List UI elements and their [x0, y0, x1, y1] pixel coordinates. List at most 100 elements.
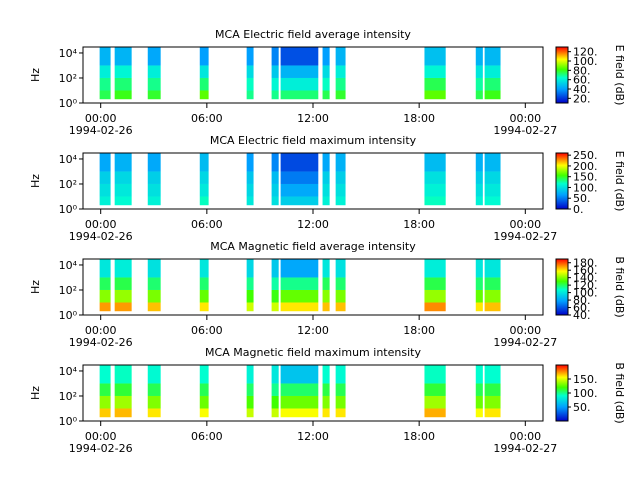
spectrogram-cell — [271, 395, 279, 409]
spectrogram-cell — [335, 259, 346, 278]
spectrogram-cell — [484, 171, 501, 184]
spectrogram-cell — [199, 171, 209, 184]
spectrogram-cell — [424, 153, 446, 172]
spectrogram-cell — [424, 183, 446, 197]
colorbar-tick-label: 250. — [573, 149, 598, 162]
x-tick-label: 00:00 — [509, 324, 541, 337]
spectrogram-cell — [322, 277, 330, 290]
colorbar-tick-label: 180. — [573, 257, 598, 270]
y-axis-label: Hz — [29, 68, 42, 82]
spectrogram-cell — [424, 77, 446, 91]
colorbar-tick-label: 60. — [573, 74, 591, 87]
spectrogram-cell — [246, 302, 254, 312]
x-tick-label: 18:00 — [403, 112, 435, 125]
spectrogram-cell — [280, 196, 319, 206]
spectrogram-cell — [114, 395, 132, 409]
colorbar-label: E field (dB) — [613, 151, 626, 212]
x-tick-label: 12:00 — [297, 218, 329, 231]
spectrogram-cell — [147, 289, 161, 303]
spectrogram-cell — [199, 153, 209, 172]
spectrogram-cell — [199, 277, 209, 290]
spectrogram-cell — [475, 408, 483, 418]
colorbar-tick-label: 150. — [573, 373, 598, 386]
spectrogram-cell — [246, 183, 254, 197]
colorbar-tick-label: 100. — [573, 387, 598, 400]
spectrogram-cell — [246, 65, 254, 78]
spectrogram-cell — [199, 408, 209, 418]
end-date: 1994-02-27 — [493, 442, 557, 455]
spectrogram-cell — [114, 183, 132, 197]
spectrogram-cell — [99, 383, 111, 396]
spectrogram-cell — [114, 259, 132, 278]
x-tick-label: 00:00 — [85, 430, 117, 443]
spectrogram-cell — [475, 183, 483, 197]
spectrogram-cell — [114, 65, 132, 78]
spectrogram-cell — [246, 77, 254, 91]
colorbar-tick-label: 40. — [573, 309, 591, 322]
spectrogram-cell — [335, 90, 346, 100]
spectrogram-cell — [475, 383, 483, 396]
colorbar-label: B field (dB) — [613, 256, 626, 317]
spectrogram-cell — [271, 277, 279, 290]
spectrogram-cell — [322, 90, 330, 100]
spectrogram-cell — [280, 259, 319, 278]
spectrogram-cell — [147, 153, 161, 172]
x-tick-label: 12:00 — [297, 112, 329, 125]
spectrogram-cell — [322, 289, 330, 303]
spectrogram-cell — [335, 171, 346, 184]
spectrogram-cell — [335, 153, 346, 172]
spectrogram-cell — [114, 77, 132, 91]
spectrogram-cell — [271, 302, 279, 312]
spectrogram-cell — [475, 65, 483, 78]
spectrogram-cell — [424, 365, 446, 384]
x-tick-label: 00:00 — [85, 112, 117, 125]
end-date: 1994-02-27 — [493, 230, 557, 243]
spectrogram-cell — [335, 277, 346, 290]
spectrogram-cell — [199, 47, 209, 66]
spectrogram-cell — [280, 90, 319, 100]
spectrogram-cell — [99, 153, 111, 172]
colorbar-tick-label: 40. — [573, 83, 591, 96]
spectrogram-cell — [246, 408, 254, 418]
x-tick-label: 00:00 — [85, 218, 117, 231]
spectrogram-cell — [280, 77, 319, 91]
colorbar — [555, 152, 569, 210]
spectrogram-cell — [114, 90, 132, 100]
spectrogram-cell — [484, 65, 501, 78]
spectrogram-cell — [280, 65, 319, 78]
spectrogram-cell — [424, 277, 446, 290]
start-date: 1994-02-26 — [69, 336, 133, 349]
spectrogram-cell — [114, 196, 132, 206]
spectrogram-cell — [99, 289, 111, 303]
spectrogram-cell — [271, 259, 279, 278]
spectrogram-cell — [484, 302, 501, 312]
spectrogram-cell — [99, 196, 111, 206]
colorbar-tick-label: 200. — [573, 160, 598, 173]
colorbar-tick-label: 0. — [573, 203, 584, 216]
spectrogram-cell — [280, 383, 319, 396]
spectrogram-cell — [147, 408, 161, 418]
panel-title: MCA Magnetic field average intensity — [210, 240, 416, 253]
colorbar-tick-label: 150. — [573, 171, 598, 184]
spectrogram-cell — [271, 289, 279, 303]
spectrogram-cell — [199, 77, 209, 91]
spectrogram-cell — [484, 153, 501, 172]
x-tick-label: 06:00 — [191, 430, 223, 443]
spectrogram-cell — [246, 47, 254, 66]
spectrogram-cell — [147, 77, 161, 91]
spectrogram-cell — [280, 171, 319, 184]
spectrogram-cell — [246, 90, 254, 100]
spectrogram-cell — [335, 65, 346, 78]
spectrogram-cell — [271, 196, 279, 206]
spectrogram-cell — [322, 47, 330, 66]
colorbar-tick-label: 50. — [573, 401, 591, 414]
colorbar — [555, 258, 569, 316]
spectrogram-cell — [335, 365, 346, 384]
spectrogram-cell — [99, 171, 111, 184]
spectrogram-cell — [271, 90, 279, 100]
colorbar-tick-label: 100. — [573, 181, 598, 194]
spectrogram-cell — [114, 289, 132, 303]
spectrogram-cell — [99, 47, 111, 66]
start-date: 1994-02-26 — [69, 230, 133, 243]
